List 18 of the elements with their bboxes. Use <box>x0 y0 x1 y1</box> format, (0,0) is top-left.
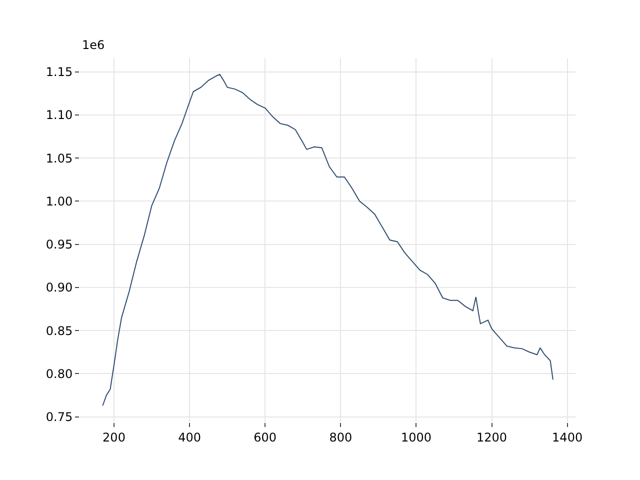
x-tick-label: 1000 <box>400 430 432 444</box>
x-tick-label: 1200 <box>476 430 508 444</box>
x-tick-label: 200 <box>102 430 126 444</box>
y-tick-label: 1.00 <box>46 194 73 208</box>
y-tick-label: 0.75 <box>46 410 73 424</box>
y-tick-label: 1.15 <box>46 65 73 79</box>
y-tick-label: 0.85 <box>46 324 73 338</box>
y-tick-label: 1.10 <box>46 108 73 122</box>
y-tick-label: 1.05 <box>46 151 73 166</box>
x-tick-label: 800 <box>329 430 352 444</box>
line-series <box>102 74 554 406</box>
x-tick-label: 400 <box>178 430 202 444</box>
y-tick-label: 0.95 <box>46 238 73 252</box>
text: 1e6 <box>82 38 105 52</box>
x-tick-label: 600 <box>254 430 277 444</box>
x-tick-label: 1400 <box>552 430 583 444</box>
y-tick-label: 0.90 <box>46 280 73 295</box>
y-tick-label: 0.80 <box>46 366 73 381</box>
